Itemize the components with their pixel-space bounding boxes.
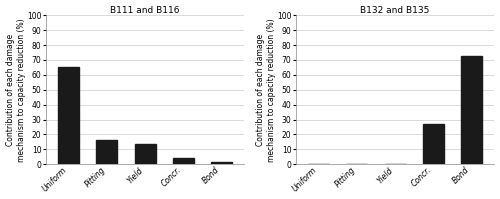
Y-axis label: Contribution of each damage
mechanism to capacity reduction (%): Contribution of each damage mechanism to…	[256, 18, 276, 162]
Y-axis label: Contribution of each damage
mechanism to capacity reduction (%): Contribution of each damage mechanism to…	[6, 18, 25, 162]
Bar	[173, 158, 194, 164]
Bar	[423, 124, 444, 164]
Title: B132 and B135: B132 and B135	[360, 6, 430, 15]
Bar	[96, 140, 117, 164]
Bar	[134, 144, 156, 164]
Bar	[58, 67, 79, 164]
Bar	[461, 56, 482, 164]
Title: B111 and B116: B111 and B116	[110, 6, 180, 15]
Bar	[211, 162, 232, 164]
